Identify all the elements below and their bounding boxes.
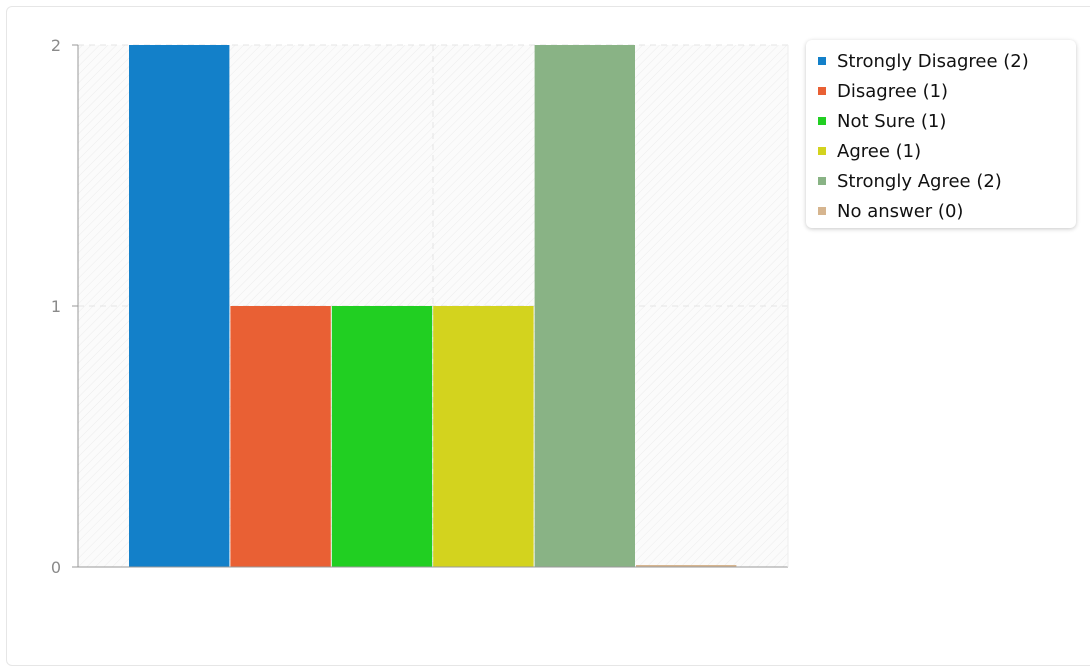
gridlines <box>78 44 788 567</box>
legend: Strongly Disagree (2) Disagree (1) Not Sur… <box>806 40 1076 228</box>
bar-not-sure[interactable] <box>331 306 433 567</box>
legend-item-strongly-agree[interactable]: Strongly Agree (2) <box>818 166 1076 196</box>
legend-swatch <box>818 207 826 215</box>
axes <box>72 44 789 568</box>
legend-swatch <box>818 177 826 185</box>
legend-label: Strongly Agree (2) <box>837 170 1002 192</box>
bar-chart: 0 1 2 <box>51 36 789 577</box>
legend-label: No answer (0) <box>837 200 964 222</box>
legend-label: Disagree (1) <box>837 80 949 102</box>
legend-item-strongly-disagree[interactable]: Strongly Disagree (2) <box>818 46 1076 76</box>
y-tick-label-0: 0 <box>51 558 61 577</box>
bar-disagree[interactable] <box>230 306 331 567</box>
legend-label: Strongly Disagree (2) <box>837 50 1029 72</box>
legend-swatch <box>818 57 826 65</box>
legend-swatch <box>818 117 826 125</box>
bar-agree[interactable] <box>433 306 534 567</box>
legend-swatch <box>818 147 826 155</box>
y-tick-labels: 0 1 2 <box>51 36 61 577</box>
legend-label: Not Sure (1) <box>837 110 947 132</box>
legend-item-disagree[interactable]: Disagree (1) <box>818 76 1076 106</box>
legend-swatch <box>818 87 826 95</box>
legend-label: Agree (1) <box>837 140 922 162</box>
legend-item-not-sure[interactable]: Not Sure (1) <box>818 106 1076 136</box>
bar-no-answer[interactable] <box>636 565 737 567</box>
y-tick-label-1: 1 <box>51 297 61 316</box>
y-tick-label-2: 2 <box>51 36 61 55</box>
legend-item-no-answer[interactable]: No answer (0) <box>818 196 1076 226</box>
bars <box>129 45 737 567</box>
bar-strongly-disagree[interactable] <box>129 45 230 567</box>
legend-item-agree[interactable]: Agree (1) <box>818 136 1076 166</box>
bar-strongly-agree[interactable] <box>534 45 635 567</box>
